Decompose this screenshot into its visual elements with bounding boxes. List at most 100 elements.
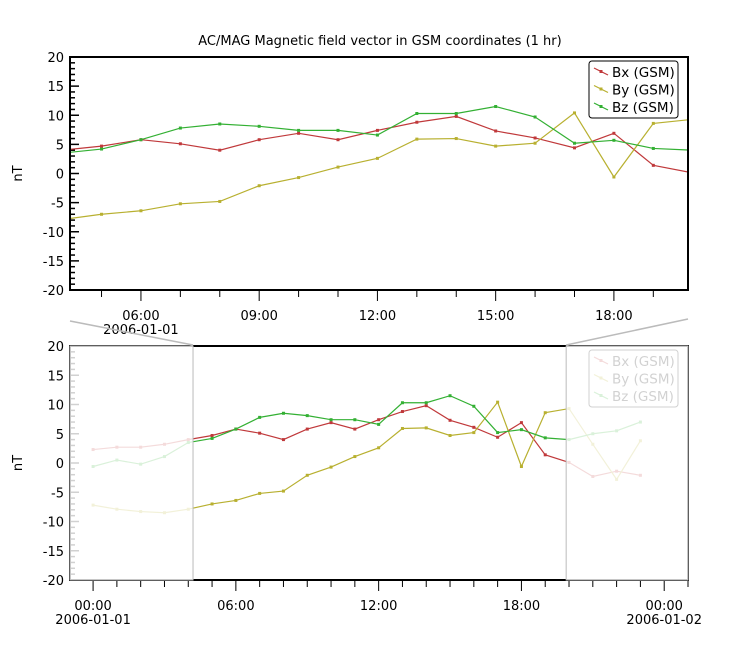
data-point [297, 131, 301, 135]
data-point [519, 465, 523, 469]
data-point [691, 149, 694, 152]
data-point [336, 128, 340, 132]
x-tick-label: 12:00 [360, 599, 397, 614]
data-point [651, 146, 655, 150]
y-tick-label: 20 [47, 340, 64, 355]
data-point [533, 115, 537, 119]
x-tick-label: 09:00 [240, 309, 277, 324]
data-point [234, 427, 238, 431]
y-tick-label: 10 [47, 399, 64, 414]
x-tick-label: 18:00 [503, 599, 540, 614]
data-point [218, 122, 222, 126]
data-point [496, 435, 500, 439]
y-tick-label: 15 [47, 80, 64, 95]
data-point [543, 411, 547, 415]
y-tick-label: 15 [47, 369, 64, 384]
data-point [691, 118, 694, 121]
plot-frame [69, 56, 689, 291]
y-tick-label: -5 [51, 486, 64, 501]
data-point [496, 431, 500, 435]
data-point [375, 128, 379, 132]
data-point [572, 111, 576, 115]
x-tick-sublabel: 2006-01-01 [55, 613, 131, 628]
data-point [218, 199, 222, 203]
data-point [612, 175, 616, 179]
series-line-by [70, 112, 688, 220]
data-point [305, 427, 309, 431]
data-point [210, 434, 214, 438]
data-point [329, 465, 333, 469]
y-tick-label: -10 [43, 516, 64, 531]
data-point [21, 222, 24, 225]
zoom-connector-right [566, 318, 689, 346]
data-point [494, 105, 498, 109]
data-point [454, 137, 458, 141]
data-point [100, 147, 104, 151]
data-point [543, 453, 547, 457]
y-tick-label: 0 [56, 168, 64, 183]
data-point [572, 141, 576, 145]
data-point [691, 171, 694, 174]
x-tick-label: 06:00 [217, 599, 254, 614]
y-tick-label: -5 [51, 197, 64, 212]
out-of-window-shade-left [69, 345, 194, 581]
x-tick-label: 00:00 [74, 599, 111, 614]
y-tick-label: -10 [43, 226, 64, 241]
data-point [533, 136, 537, 140]
data-point [519, 421, 523, 425]
data-point [415, 112, 419, 116]
series-group [21, 105, 694, 225]
legend: Bx (GSM) By (GSM)Bz (GSM) [588, 60, 679, 119]
data-point [258, 491, 262, 495]
data-point [353, 427, 357, 431]
data-point [533, 141, 537, 145]
data-point [21, 153, 24, 156]
data-point [281, 438, 285, 442]
data-point [400, 401, 404, 405]
series-line-bz [70, 105, 688, 153]
data-point [329, 418, 333, 422]
y-tick-label: 20 [47, 51, 64, 66]
data-point [297, 128, 301, 132]
data-point [257, 138, 261, 142]
data-point [257, 184, 261, 188]
data-point [100, 144, 104, 148]
data-point [496, 400, 500, 404]
data-point [472, 431, 476, 435]
data-point [258, 431, 262, 435]
y-tick-label: -15 [43, 545, 64, 560]
data-point [353, 455, 357, 459]
x-tick-sublabel: 2006-01-01 [103, 323, 179, 338]
data-point [448, 434, 452, 438]
data-point [612, 138, 616, 142]
data-point [139, 209, 143, 213]
data-point [572, 146, 576, 150]
data-point [612, 131, 616, 135]
data-point [454, 112, 458, 116]
y-axis-label: nT [11, 455, 26, 471]
x-tick-label: 18:00 [595, 309, 632, 324]
data-point [377, 446, 381, 450]
x-tick-label: 06:00 [122, 309, 159, 324]
data-point [336, 165, 340, 169]
data-point [281, 489, 285, 493]
y-axis-label: nT [11, 165, 26, 181]
data-point [519, 428, 523, 432]
data-point [305, 473, 309, 477]
data-point [210, 436, 214, 440]
data-point [424, 404, 428, 408]
chart-title: AC/MAG Magnetic field vector in GSM coor… [198, 34, 561, 49]
data-point [472, 425, 476, 429]
legend-label: Bx (GSM) [612, 65, 675, 81]
data-point [258, 415, 262, 419]
data-point [178, 202, 182, 206]
data-point [375, 133, 379, 137]
zoom-connector-left [69, 320, 194, 346]
data-point [210, 502, 214, 506]
data-point [400, 426, 404, 430]
legend-label: By (GSM) [612, 83, 675, 99]
data-point [100, 212, 104, 216]
